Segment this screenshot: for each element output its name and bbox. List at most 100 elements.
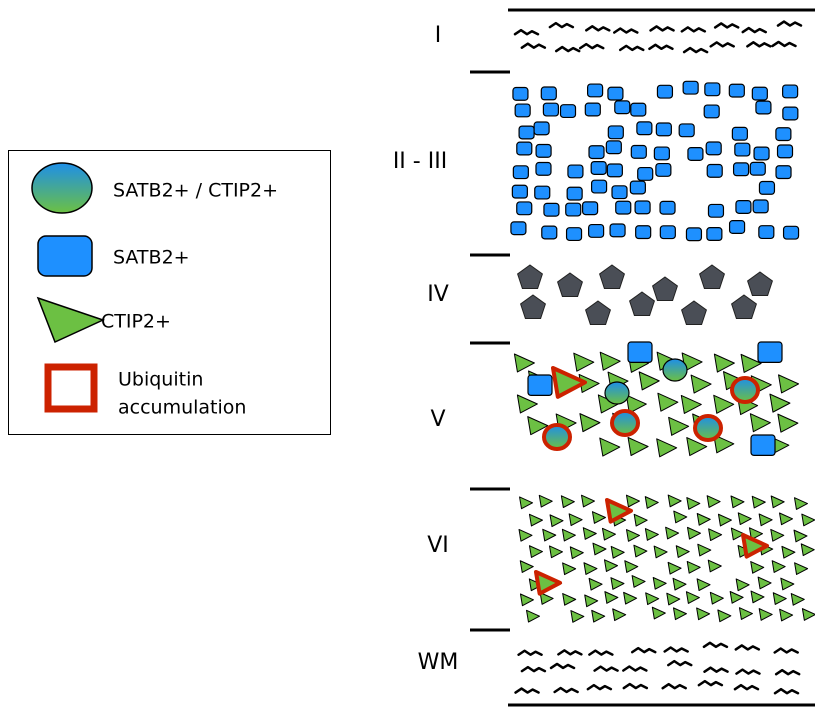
ctip2-cell <box>709 529 722 541</box>
ctip2-cell <box>667 593 680 605</box>
ctip2-cell <box>751 562 764 574</box>
cortex-diagram: SATB2+ / CTIP2+ SATB2+ CTIP2+ Ubiquitin … <box>0 0 815 708</box>
fiber <box>515 30 538 34</box>
fiber <box>663 684 686 688</box>
satb2-cell <box>534 122 549 135</box>
satb2-cell <box>732 127 747 140</box>
satb2-cell <box>585 103 600 116</box>
ctip2-cell <box>681 395 701 413</box>
satb2-cell <box>606 141 621 154</box>
fiber <box>550 23 573 27</box>
satb2-cell <box>512 185 527 198</box>
satb2-cell <box>753 200 768 213</box>
satb2-cell <box>679 124 694 137</box>
ctip2-cell <box>730 592 743 604</box>
ctip2-cell <box>604 560 617 572</box>
satb2-cell <box>683 81 698 94</box>
satb2-cell <box>511 222 526 235</box>
ctip2-cell <box>549 546 562 558</box>
satb2-cell <box>705 83 720 96</box>
ctip2-cell <box>718 610 731 622</box>
ctip2-cell <box>770 394 790 412</box>
satb2-cell <box>517 202 532 215</box>
legend-label: Ubiquitin <box>118 369 203 391</box>
layer4-cell <box>653 277 678 301</box>
fiber <box>705 668 728 672</box>
satb2-cell <box>517 142 532 155</box>
fiber <box>555 688 578 692</box>
satb2-cell <box>542 226 557 239</box>
ctip2-cell <box>593 543 606 555</box>
ctip2-cell <box>645 497 658 509</box>
ctip2-cell <box>625 561 638 573</box>
fiber <box>711 42 734 46</box>
ctip2-cell <box>697 579 710 591</box>
satb2-cell <box>638 168 653 181</box>
ctip2-cell <box>687 498 700 510</box>
ctip2-cell <box>698 544 711 556</box>
satb2-cell <box>776 166 791 179</box>
satb2-cell <box>612 186 627 199</box>
ctip2-cell <box>563 594 576 606</box>
ctip2-cell <box>779 375 799 393</box>
ctip2-cell <box>802 514 815 526</box>
ctip2-cell <box>739 608 752 620</box>
ctip2-cell <box>514 354 534 372</box>
ctip2-cell <box>707 496 720 508</box>
ctip2-cell <box>550 515 563 527</box>
double-cell <box>663 359 687 381</box>
ctip2-cell <box>658 393 678 411</box>
ctip2-cell <box>780 513 793 525</box>
satb2-cell <box>637 122 652 135</box>
ctip2-cell <box>562 529 575 541</box>
layer4-cell <box>521 295 546 319</box>
satb2-cell <box>706 142 721 155</box>
satb2-cell <box>567 228 582 241</box>
legend-icon-double <box>32 163 92 213</box>
ctip2-cell <box>801 544 814 556</box>
satb2-cell <box>729 84 744 97</box>
ctip2-cell <box>605 592 618 604</box>
layer4-cell <box>700 265 725 289</box>
layer-label: V <box>430 407 445 432</box>
legend-label: CTIP2+ <box>101 311 171 333</box>
ctip2-cell <box>697 608 710 620</box>
ctip2-cell <box>668 495 681 507</box>
ctip2-cell <box>592 610 605 622</box>
ctip2-cell-ubiquitin <box>553 368 585 397</box>
ctip2-cell <box>795 563 808 575</box>
satb2-cell <box>656 164 671 177</box>
satb2-cell <box>544 203 559 216</box>
legend-label: SATB2+ / CTIP2+ <box>113 180 278 202</box>
satb2-cell <box>660 201 675 214</box>
ctip2-cell <box>697 514 710 526</box>
satb2-cell <box>561 105 576 118</box>
satb2-cell <box>754 147 769 160</box>
layer4-cell <box>518 265 543 289</box>
ctip2-cell <box>600 352 620 370</box>
legend-label: SATB2+ <box>113 247 190 269</box>
ctip2-cell <box>710 592 723 604</box>
fiber <box>632 648 655 652</box>
satb2-cell <box>707 228 722 241</box>
ctip2-cell <box>570 547 583 559</box>
ctip2-cell <box>602 528 615 540</box>
ctip2-cell <box>714 395 734 413</box>
satb2-cell <box>583 202 598 215</box>
fiber <box>556 47 579 51</box>
ctip2-cell <box>758 577 771 589</box>
fiber <box>775 648 798 652</box>
ctip2-cell <box>686 592 699 604</box>
ctip2-cell <box>613 609 626 621</box>
ctip2-cell <box>718 514 731 526</box>
layer-label: WM <box>418 650 459 675</box>
ctip2-cell <box>791 594 804 606</box>
satb2-cell <box>543 103 558 116</box>
satb2-cell <box>657 85 672 98</box>
ctip2-cell-ubiquitin <box>536 572 560 594</box>
ctip2-cell <box>628 438 648 456</box>
layer4-cell <box>558 273 583 297</box>
ctip2-cell <box>574 353 594 371</box>
satb2-cell <box>610 224 625 237</box>
satb2-cell <box>635 201 650 214</box>
